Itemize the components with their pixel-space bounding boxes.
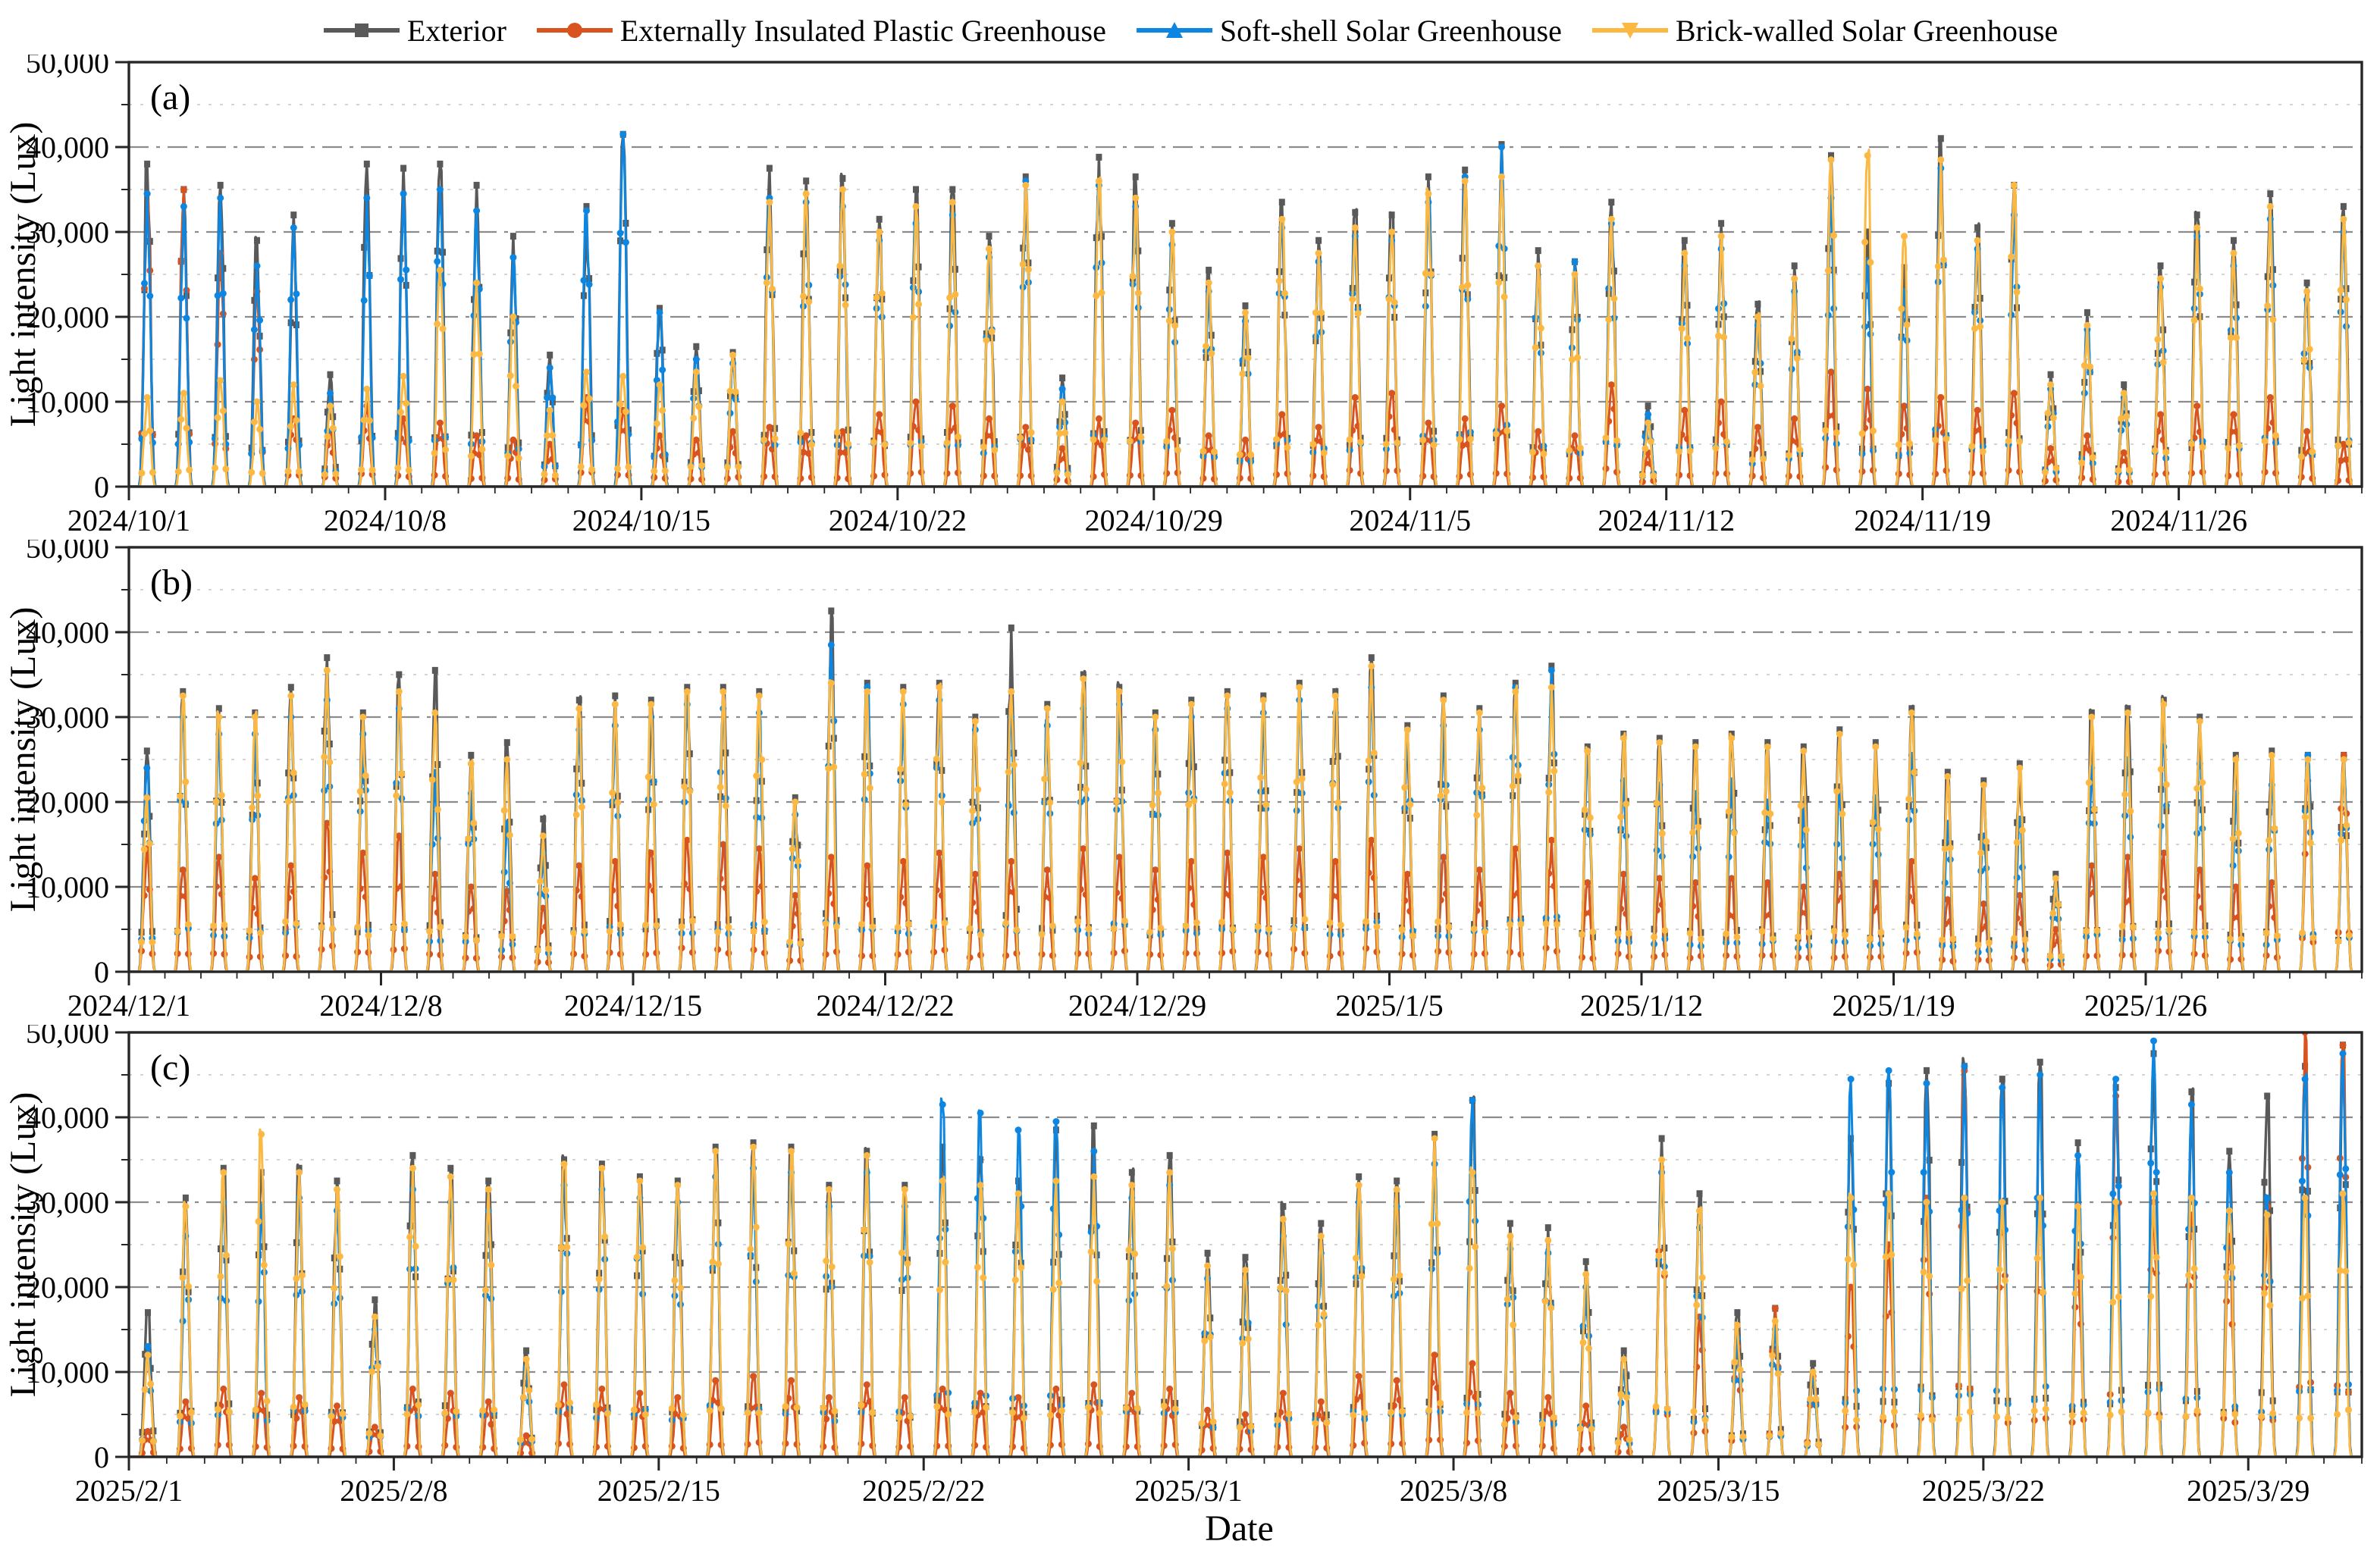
svg-text:40,000: 40,000	[26, 1101, 109, 1135]
svg-text:2025/2/8: 2025/2/8	[340, 1474, 447, 1508]
legend-label: Exterior	[406, 13, 506, 48]
svg-text:20,000: 20,000	[26, 785, 109, 819]
svg-text:2024/10/29: 2024/10/29	[1085, 503, 1223, 537]
legend-item-brick-greenhouse: Brick-walled Solar Greenhouse	[1591, 13, 2058, 49]
svg-text:2024/12/29: 2024/12/29	[1068, 988, 1206, 1023]
y-gridlines	[129, 1074, 2362, 1415]
svg-text:2024/10/1: 2024/10/1	[67, 503, 190, 537]
x-axis: 2024/12/1 2024/12/8 2024/12/15 2024/12/22 20…	[67, 972, 2363, 1023]
svg-text:30,000: 30,000	[26, 215, 109, 249]
series-markers-brick-walled-solar-greenhouse	[138, 152, 2353, 479]
panel-a-plot: 0 10,000 20,000 30,000 40,000 50,000 2024/10/1…	[3, 55, 2363, 537]
svg-text:0: 0	[94, 470, 109, 504]
panel-b-plot: 0 10,000 20,000 30,000 40,000 50,000 2024/12/1…	[3, 540, 2363, 1023]
svg-text:2024/11/12: 2024/11/12	[1598, 503, 1735, 537]
legend-label: Externally Insulated Plastic Greenhouse	[619, 13, 1106, 48]
svg-text:40,000: 40,000	[26, 130, 109, 164]
x-axis-title: Date	[1205, 1508, 1274, 1549]
series-lines	[129, 130, 2362, 487]
exterior-marker-icon	[323, 23, 400, 37]
series-line-exterior	[129, 1044, 2362, 1457]
x-axis: 2024/10/1 2024/10/8 2024/10/15 2024/10/22 20…	[67, 487, 2363, 537]
svg-text:30,000: 30,000	[26, 700, 109, 735]
svg-text:2025/3/1: 2025/3/1	[1135, 1474, 1243, 1508]
svg-text:2025/1/26: 2025/1/26	[2084, 988, 2207, 1023]
series-line-brick-walled-solar-greenhouse	[129, 665, 2362, 972]
legend-item-plastic-greenhouse: Externally Insulated Plastic Greenhouse	[535, 13, 1106, 49]
svg-text:50,000: 50,000	[26, 55, 109, 80]
svg-text:2025/2/1: 2025/2/1	[75, 1474, 183, 1508]
svg-text:40,000: 40,000	[26, 615, 109, 650]
svg-text:2025/1/5: 2025/1/5	[1335, 988, 1443, 1023]
svg-text:10,000: 10,000	[26, 870, 109, 904]
svg-text:2025/1/19: 2025/1/19	[1832, 988, 1955, 1023]
softshell-greenhouse-marker-icon	[1136, 22, 1212, 38]
svg-text:20,000: 20,000	[26, 300, 109, 334]
svg-text:0: 0	[94, 1440, 109, 1474]
svg-text:2025/1/12: 2025/1/12	[1580, 988, 1703, 1023]
svg-text:2024/12/1: 2024/12/1	[67, 988, 190, 1023]
series-line-soft-shell-solar-greenhouse	[129, 1039, 2362, 1457]
svg-text:20,000: 20,000	[26, 1270, 109, 1305]
series-lines	[129, 607, 2362, 972]
series-markers-soft-shell-solar-greenhouse	[139, 1037, 2353, 1449]
svg-text:2024/12/22: 2024/12/22	[816, 988, 954, 1023]
series-line-exterior	[129, 609, 2362, 972]
svg-text:2024/11/5: 2024/11/5	[1349, 503, 1471, 537]
y-gridlines	[129, 104, 2362, 445]
legend-item-exterior: Exterior	[322, 13, 506, 49]
y-axis: 0 10,000 20,000 30,000 40,000 50,000	[26, 55, 129, 504]
panel-letter: (a)	[150, 77, 190, 117]
series-line-soft-shell-solar-greenhouse	[129, 644, 2362, 972]
legend: Exterior Externally Insulated Plastic Gr…	[0, 6, 2380, 55]
plot-frame	[127, 546, 2363, 973]
svg-text:2024/12/8: 2024/12/8	[319, 988, 442, 1023]
panel-letter: (b)	[150, 562, 193, 603]
y-axis-title: Light intensity (Lux)	[3, 607, 43, 913]
series-markers-brick-walled-solar-greenhouse	[138, 662, 2353, 960]
plastic-greenhouse-marker-icon	[536, 23, 613, 38]
plot-frame	[127, 61, 2363, 488]
svg-text:2025/2/15: 2025/2/15	[597, 1474, 720, 1508]
series-line-brick-walled-solar-greenhouse	[129, 149, 2362, 487]
x-axis: 2025/2/1 2025/2/8 2025/2/15 2025/2/22 2025/3…	[75, 1457, 2363, 1508]
legend-label: Brick-walled Solar Greenhouse	[1675, 13, 2059, 48]
series-markers-externally-insulated-plastic-greenhouse	[139, 1032, 2353, 1457]
svg-text:2025/2/22: 2025/2/22	[862, 1474, 985, 1508]
svg-text:2025/3/8: 2025/3/8	[1400, 1474, 1507, 1508]
svg-text:0: 0	[94, 955, 109, 989]
panel-c: 0 10,000 20,000 30,000 40,000 50,000 2025/2/1 2…	[0, 1025, 2380, 1510]
series-lines	[129, 1032, 2362, 1457]
svg-text:10,000: 10,000	[26, 1355, 109, 1389]
y-axis-title: Light intensity (Lux)	[3, 1092, 43, 1398]
svg-text:2024/10/15: 2024/10/15	[572, 503, 710, 537]
svg-text:2024/10/8: 2024/10/8	[324, 503, 447, 537]
brick-greenhouse-marker-icon	[1591, 23, 1668, 39]
series-markers-brick-walled-solar-greenhouse	[139, 1130, 2353, 1448]
svg-text:2024/10/22: 2024/10/22	[829, 503, 967, 537]
svg-text:2025/3/22: 2025/3/22	[1922, 1474, 2045, 1508]
panel-letter: (c)	[150, 1048, 190, 1088]
svg-text:50,000: 50,000	[26, 1025, 109, 1050]
svg-text:10,000: 10,000	[26, 385, 109, 419]
svg-text:2024/11/19: 2024/11/19	[1854, 503, 1991, 537]
svg-text:30,000: 30,000	[26, 1186, 109, 1220]
y-axis: 0 10,000 20,000 30,000 40,000 50,000	[26, 540, 129, 989]
svg-text:2024/11/26: 2024/11/26	[2110, 503, 2247, 537]
panel-b: 0 10,000 20,000 30,000 40,000 50,000 2024/12/1…	[0, 540, 2380, 1025]
legend-label: Soft-shell Solar Greenhouse	[1219, 13, 1562, 48]
y-gridlines	[129, 589, 2362, 930]
svg-text:2025/3/15: 2025/3/15	[1657, 1474, 1780, 1508]
svg-text:2025/3/29: 2025/3/29	[2187, 1474, 2309, 1508]
svg-text:2024/12/15: 2024/12/15	[564, 988, 702, 1023]
panel-a: 0 10,000 20,000 30,000 40,000 50,000 2024/10/1…	[0, 55, 2380, 540]
y-axis-title: Light intensity (Lux)	[3, 122, 43, 428]
plot-frame	[127, 1031, 2363, 1458]
svg-text:50,000: 50,000	[26, 540, 109, 565]
legend-item-softshell-greenhouse: Soft-shell Solar Greenhouse	[1135, 13, 1562, 49]
y-axis: 0 10,000 20,000 30,000 40,000 50,000	[26, 1025, 129, 1474]
